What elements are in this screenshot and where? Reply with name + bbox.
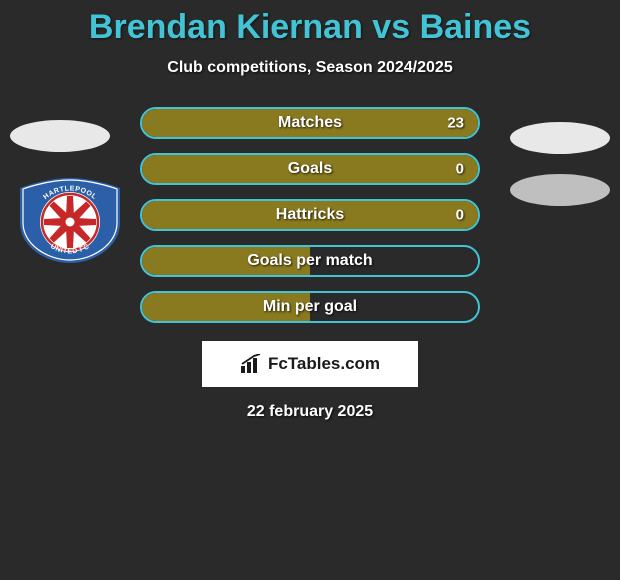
player-left-placeholder: [10, 120, 110, 152]
page-title: Brendan Kiernan vs Baines: [0, 0, 620, 47]
player-right-placeholder-2: [510, 174, 610, 206]
stat-label: Min per goal: [263, 298, 357, 316]
stat-value: 0: [456, 161, 464, 178]
brand-chart-icon: [240, 354, 264, 374]
brand-box: FcTables.com: [202, 341, 418, 387]
stat-label: Matches: [278, 114, 342, 132]
subtitle: Club competitions, Season 2024/2025: [0, 59, 620, 77]
stat-label: Hattricks: [276, 206, 344, 224]
stat-rows: Matches 23 Goals 0 Hattricks 0 Goals per match…: [140, 107, 480, 323]
stat-label: Goals: [288, 160, 332, 178]
stat-value: 23: [447, 115, 464, 132]
player-right-placeholder-1: [510, 122, 610, 154]
club-crest: HARTLEPOOL UNITED FC: [20, 178, 120, 263]
stat-row: Matches 23: [140, 107, 480, 139]
stat-row: Goals 0: [140, 153, 480, 185]
stat-row: Goals per match: [140, 245, 480, 277]
stat-value: 0: [456, 207, 464, 224]
date: 22 february 2025: [0, 403, 620, 421]
stat-row: Min per goal: [140, 291, 480, 323]
stat-label: Goals per match: [247, 252, 372, 270]
brand-text: FcTables.com: [268, 354, 380, 374]
stat-row: Hattricks 0: [140, 199, 480, 231]
